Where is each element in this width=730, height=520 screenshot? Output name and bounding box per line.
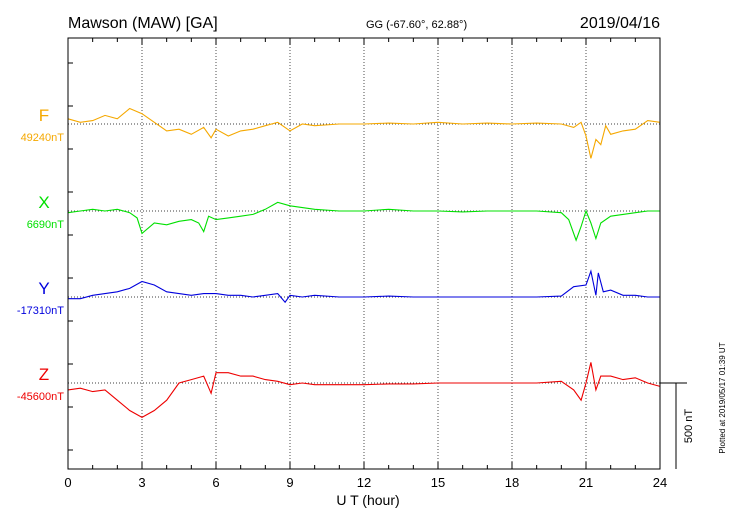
series-line-x (67, 201, 660, 242)
series-name-f: F (39, 106, 49, 125)
x-tick-label: 6 (212, 475, 219, 490)
x-tick-label: 21 (579, 475, 593, 490)
x-tick-label: 15 (431, 475, 445, 490)
series-baseline-y: -17310nT (17, 305, 64, 317)
x-tick-label: 3 (138, 475, 145, 490)
scale-bar: 500 nT (660, 382, 695, 469)
x-tick-label: 12 (357, 475, 371, 490)
series-line-y (68, 269, 660, 304)
series-line-f (67, 107, 661, 159)
x-tick-label: 9 (286, 475, 293, 490)
series-labels: F 49240nT X 6690nT Y -17310nT Z -45600nT (17, 106, 64, 403)
series-name-z: Z (39, 365, 49, 384)
x-tick-label: 18 (505, 475, 519, 490)
series-baseline-z: -45600nT (17, 391, 64, 403)
x-tick-label: 24 (653, 475, 667, 490)
coords-label: GG (-67.60°, 62.88°) (366, 19, 467, 31)
series-line-z (67, 362, 661, 419)
series-baseline-f: 49240nT (21, 132, 65, 144)
x-ticks: 0 3 6 9 12 15 18 21 24 (64, 38, 667, 490)
grid (141, 38, 587, 469)
x-axis-label: U T (hour) (336, 492, 399, 508)
plotted-note: Plotted at 2019/05/17 01:39 UT (718, 342, 727, 453)
date-label: 2019/04/16 (580, 15, 660, 32)
scale-bar-label: 500 nT (683, 409, 695, 444)
series-lines (67, 107, 661, 419)
series-baseline-x: 6690nT (27, 219, 65, 231)
x-tick-label: 0 (64, 475, 71, 490)
series-name-y: Y (38, 279, 49, 298)
series-name-x: X (38, 193, 49, 212)
station-title: Mawson (MAW) [GA] (68, 15, 218, 32)
